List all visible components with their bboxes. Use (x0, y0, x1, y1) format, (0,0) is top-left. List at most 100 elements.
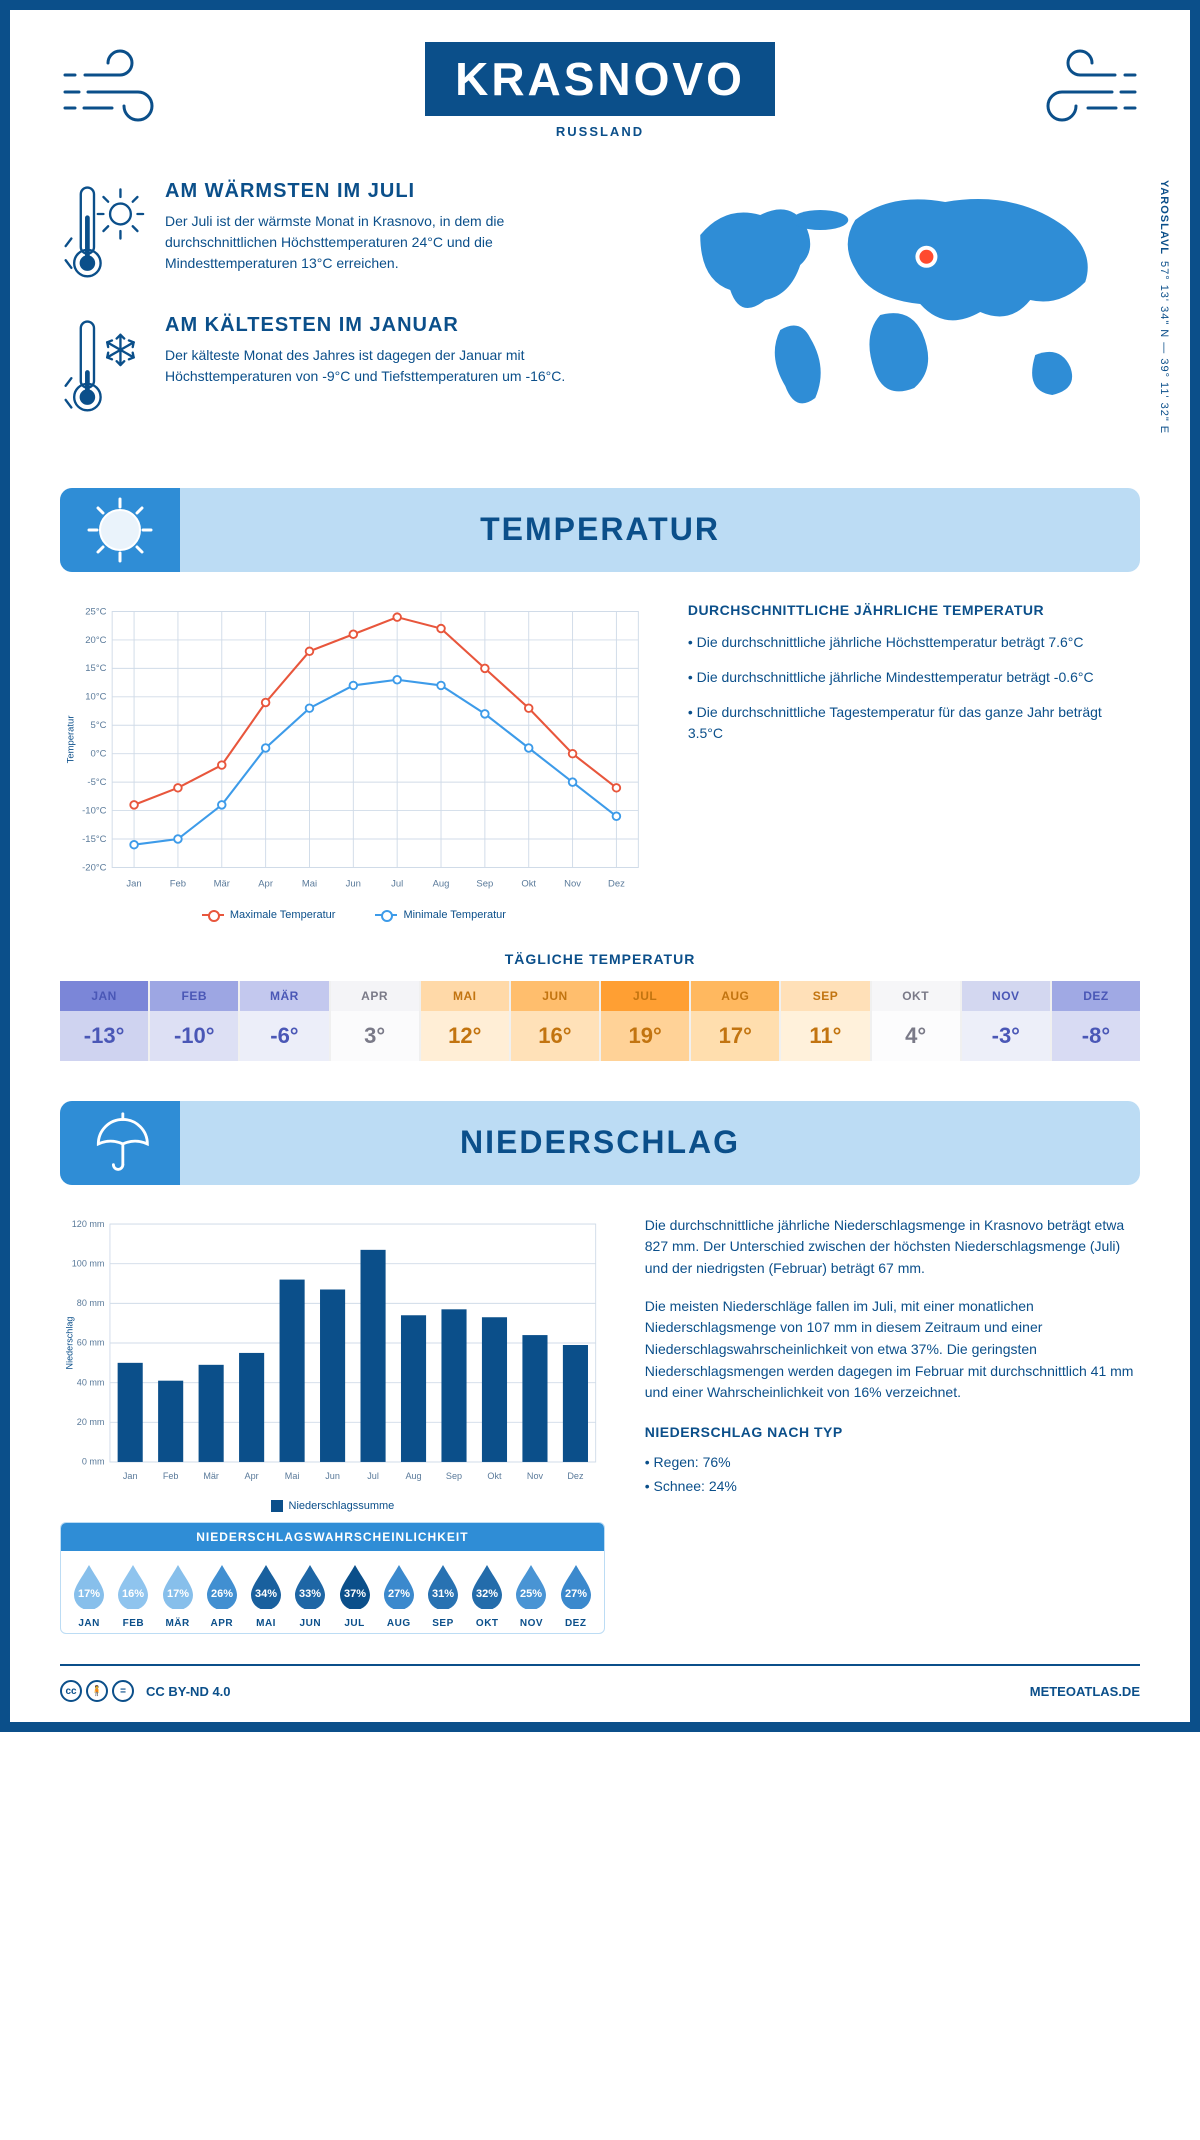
svg-text:Mär: Mär (203, 1471, 219, 1481)
sun-icon (85, 495, 155, 565)
svg-text:Dez: Dez (567, 1471, 584, 1481)
prob-cell: 16% FEB (111, 1563, 155, 1629)
svg-text:Jun: Jun (325, 1471, 340, 1481)
prob-cell: 34% MAI (244, 1563, 288, 1629)
svg-text:Aug: Aug (433, 878, 450, 889)
raindrop-icon: 25% (513, 1563, 549, 1609)
svg-text:Jul: Jul (367, 1471, 379, 1481)
svg-text:25%: 25% (520, 1588, 542, 1600)
svg-text:20 mm: 20 mm (77, 1417, 105, 1427)
section-title-temperature: TEMPERATUR (60, 511, 1140, 548)
temp-strip-cell: AUG17° (691, 981, 781, 1061)
svg-text:Feb: Feb (163, 1471, 179, 1481)
temp-strip-cell: MÄR-6° (240, 981, 330, 1061)
temperature-line-chart: -20°C-15°C-10°C-5°C0°C5°C10°C15°C20°C25°… (60, 602, 648, 896)
legend-min-label: Minimale Temperatur (403, 909, 506, 921)
svg-text:-20°C: -20°C (82, 862, 106, 873)
svg-text:5°C: 5°C (91, 720, 107, 731)
svg-text:100 mm: 100 mm (72, 1258, 105, 1268)
svg-text:Feb: Feb (170, 878, 186, 889)
svg-text:17%: 17% (78, 1588, 100, 1600)
precip-bytype-title: NIEDERSCHLAG NACH TYP (645, 1422, 1140, 1444)
svg-text:120 mm: 120 mm (72, 1218, 105, 1228)
prob-cell: 17% MÄR (155, 1563, 199, 1629)
svg-text:Sep: Sep (476, 878, 493, 889)
svg-text:0 mm: 0 mm (82, 1456, 105, 1466)
svg-text:27%: 27% (565, 1588, 587, 1600)
svg-text:20°C: 20°C (85, 635, 106, 646)
svg-text:10°C: 10°C (85, 691, 106, 702)
barchart-legend: Niederschlagssumme (60, 1500, 605, 1512)
country-label: RUSSLAND (180, 124, 1020, 139)
prob-cell: 17% JAN (67, 1563, 111, 1629)
svg-text:25°C: 25°C (85, 606, 106, 617)
temp-strip-cell: SEP11° (781, 981, 871, 1061)
temp-strip-cell: JAN-13° (60, 981, 150, 1061)
raindrop-icon: 27% (558, 1563, 594, 1609)
svg-text:17%: 17% (167, 1588, 189, 1600)
warmest-title: AM WÄRMSTEN IM JULI (165, 180, 600, 203)
svg-text:26%: 26% (211, 1588, 233, 1600)
legend-max-label: Maximale Temperatur (230, 909, 336, 921)
precip-probability-box: NIEDERSCHLAGSWAHRSCHEINLICHKEIT 17% JAN … (60, 1522, 605, 1634)
svg-text:40 mm: 40 mm (77, 1377, 105, 1387)
svg-text:33%: 33% (299, 1588, 321, 1600)
thermometer-snow-icon (60, 314, 145, 418)
svg-text:Sep: Sep (446, 1471, 462, 1481)
svg-text:Nov: Nov (527, 1471, 544, 1481)
svg-text:31%: 31% (432, 1588, 454, 1600)
prob-cell: 33% JUN (288, 1563, 332, 1629)
svg-text:Mai: Mai (285, 1471, 300, 1481)
coldest-text: Der kälteste Monat des Jahres ist dagege… (165, 345, 600, 387)
temp-info-line: • Die durchschnittliche jährliche Mindes… (688, 667, 1140, 688)
umbrella-icon (87, 1110, 153, 1176)
section-bar-precip: NIEDERSCHLAG (60, 1101, 1140, 1185)
coldest-title: AM KÄLTESTEN IM JANUAR (165, 314, 600, 337)
temp-strip-cell: DEZ-8° (1052, 981, 1140, 1061)
city-title: KRASNOVO (425, 42, 775, 116)
linechart-legend: Maximale Temperatur Minimale Temperatur (60, 909, 648, 921)
header: KRASNOVO RUSSLAND (60, 40, 1140, 140)
thermometer-sun-icon (60, 180, 145, 284)
svg-text:Okt: Okt (521, 878, 536, 889)
precip-text: Die durchschnittliche jährliche Niedersc… (645, 1215, 1140, 1634)
warmest-block: AM WÄRMSTEN IM JULI Der Juli ist der wär… (60, 180, 600, 284)
prob-cell: 32% OKT (465, 1563, 509, 1629)
bytype-line: • Schnee: 24% (645, 1476, 1140, 1498)
coordinates: 57° 13' 34" N — 39° 11' 32" E (1158, 261, 1170, 434)
precip-para-1: Die durchschnittliche jährliche Niedersc… (645, 1215, 1140, 1280)
region-label: YAROSLAVL (1158, 180, 1170, 255)
temperature-info: DURCHSCHNITTLICHE JÄHRLICHE TEMPERATUR •… (688, 602, 1140, 921)
prob-cell: 37% JUL (332, 1563, 376, 1629)
raindrop-icon: 26% (204, 1563, 240, 1609)
svg-text:Niederschlag: Niederschlag (65, 1316, 75, 1369)
section-bar-temperature: TEMPERATUR (60, 488, 1140, 572)
svg-text:27%: 27% (388, 1588, 410, 1600)
prob-cell: 26% APR (200, 1563, 244, 1629)
svg-text:60 mm: 60 mm (77, 1337, 105, 1347)
svg-text:Dez: Dez (608, 878, 625, 889)
svg-text:Apr: Apr (245, 1471, 259, 1481)
site-label: METEOATLAS.DE (1030, 1684, 1140, 1699)
location-marker-icon (915, 246, 937, 268)
raindrop-icon: 32% (469, 1563, 505, 1609)
svg-text:32%: 32% (476, 1588, 498, 1600)
svg-text:80 mm: 80 mm (77, 1298, 105, 1308)
temp-strip-cell: OKT4° (872, 981, 962, 1061)
daily-temp-strip: JAN-13°FEB-10°MÄR-6°APR3°MAI12°JUN16°JUL… (60, 981, 1140, 1061)
section-title-precip: NIEDERSCHLAG (60, 1124, 1140, 1161)
svg-text:34%: 34% (255, 1588, 277, 1600)
svg-text:Aug: Aug (405, 1471, 421, 1481)
precip-para-2: Die meisten Niederschläge fallen im Juli… (645, 1296, 1140, 1404)
raindrop-icon: 16% (115, 1563, 151, 1609)
svg-text:Temperatur: Temperatur (65, 715, 76, 763)
svg-text:Apr: Apr (258, 878, 273, 889)
svg-text:Mär: Mär (214, 878, 230, 889)
precip-bar-chart: 0 mm 20 mm 40 mm 60 mm 80 mm 100 mm 120 mm Jan F… (60, 1215, 605, 1487)
prob-cell: 27% AUG (377, 1563, 421, 1629)
svg-text:Jan: Jan (123, 1471, 138, 1481)
raindrop-icon: 37% (337, 1563, 373, 1609)
svg-text:Okt: Okt (487, 1471, 502, 1481)
raindrop-icon: 34% (248, 1563, 284, 1609)
license-label: CC BY-ND 4.0 (146, 1684, 231, 1699)
